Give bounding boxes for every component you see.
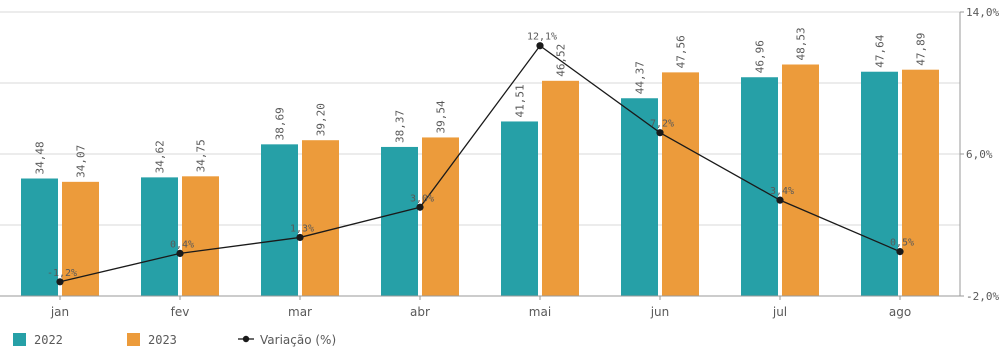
variacao-label: -1,2% [47, 268, 77, 279]
bar-2022-jun[interactable] [621, 98, 658, 297]
bar-label: 38,69 [274, 107, 287, 140]
bar-label: 39,54 [435, 100, 448, 133]
bar-2022-jan[interactable] [21, 178, 58, 296]
y-tick-label: -2,0% [966, 290, 999, 303]
bar-label: 34,07 [75, 145, 88, 178]
variacao-label: 1,3% [290, 223, 314, 234]
bar-label: 34,62 [154, 140, 167, 173]
bar-2022-mar[interactable] [261, 144, 298, 296]
bar-label: 41,51 [514, 84, 527, 117]
legend-label-2023: 2023 [148, 333, 177, 347]
bar-2023-fev[interactable] [182, 176, 219, 296]
x-tick-label: mar [288, 305, 312, 319]
bar-label: 48,53 [795, 27, 808, 60]
legend-swatch-2022[interactable] [13, 333, 26, 346]
variacao-line [59, 44, 901, 283]
variacao-point[interactable] [296, 233, 304, 242]
legend-marker-variacao [242, 335, 250, 343]
variacao-point[interactable] [776, 196, 784, 204]
variacao-point[interactable] [536, 42, 544, 50]
bar-2023-mai[interactable] [542, 80, 579, 296]
bar-2022-abr[interactable] [381, 146, 418, 296]
legend-label-variacao: Variação (%) [260, 333, 336, 347]
variacao-point[interactable] [656, 129, 664, 137]
bar-label: 47,56 [675, 35, 688, 68]
variacao-label: 0,5% [890, 238, 914, 249]
axis-layer: jan fev mar abr mai jun jul ago 14,0% 6,0% -2,0% [0, 6, 999, 319]
variacao-label: 7,2% [650, 119, 674, 130]
legend: 2022 2023 Variação (%) [13, 333, 336, 347]
x-tick-label: jan [50, 305, 69, 319]
bar-2023-jul[interactable] [782, 64, 819, 297]
x-tick-label: abr [410, 305, 430, 319]
bar-2022-jul[interactable] [741, 77, 778, 296]
x-tick-label: mai [529, 305, 551, 319]
variacao-point[interactable] [56, 278, 64, 286]
bar-label: 47,64 [874, 34, 887, 67]
bar-2023-jan[interactable] [62, 181, 99, 296]
x-tick-label: jul [772, 305, 787, 319]
x-tick-label: jun [650, 305, 670, 319]
bar-2023-ago[interactable] [902, 69, 939, 297]
variacao-label: 0,4% [170, 239, 194, 250]
y-tick-label: 14,0% [966, 6, 999, 19]
bar-label: 38,37 [394, 110, 407, 143]
bar-label: 46,96 [754, 40, 767, 73]
bar-2023-mar[interactable] [302, 140, 339, 296]
bar-2023-jun[interactable] [662, 72, 699, 296]
variacao-label: 12,1% [527, 32, 557, 43]
bars-layer: 34,48 34,62 38,69 38,37 41,51 44,37 46,96 47,64… [21, 27, 939, 297]
bar-label: 34,75 [195, 139, 208, 172]
bar-label: 39,20 [315, 103, 328, 136]
variacao-label: 3,4% [770, 186, 794, 197]
bar-label: 47,89 [915, 33, 928, 66]
variacao-point[interactable] [896, 248, 904, 256]
bar-label: 44,37 [634, 61, 647, 94]
variacao-point[interactable] [416, 203, 424, 211]
legend-label-2022: 2022 [34, 333, 63, 347]
line-layer: -1,2% 0,4% 1,3% 3,0% 12,1% 7,2% 3,4% 0,5% [47, 32, 914, 286]
y-tick-label: 6,0% [966, 148, 993, 161]
bar-2022-ago[interactable] [861, 71, 898, 296]
bar-2022-mai[interactable] [501, 121, 538, 296]
variacao-label: 3,0% [410, 193, 434, 204]
bar-2022-fev[interactable] [141, 177, 178, 296]
bar-label: 34,48 [34, 141, 47, 174]
legend-swatch-2023[interactable] [127, 333, 140, 346]
x-tick-label: fev [171, 305, 190, 319]
variacao-point[interactable] [176, 249, 184, 257]
x-tick-label: ago [889, 305, 911, 319]
